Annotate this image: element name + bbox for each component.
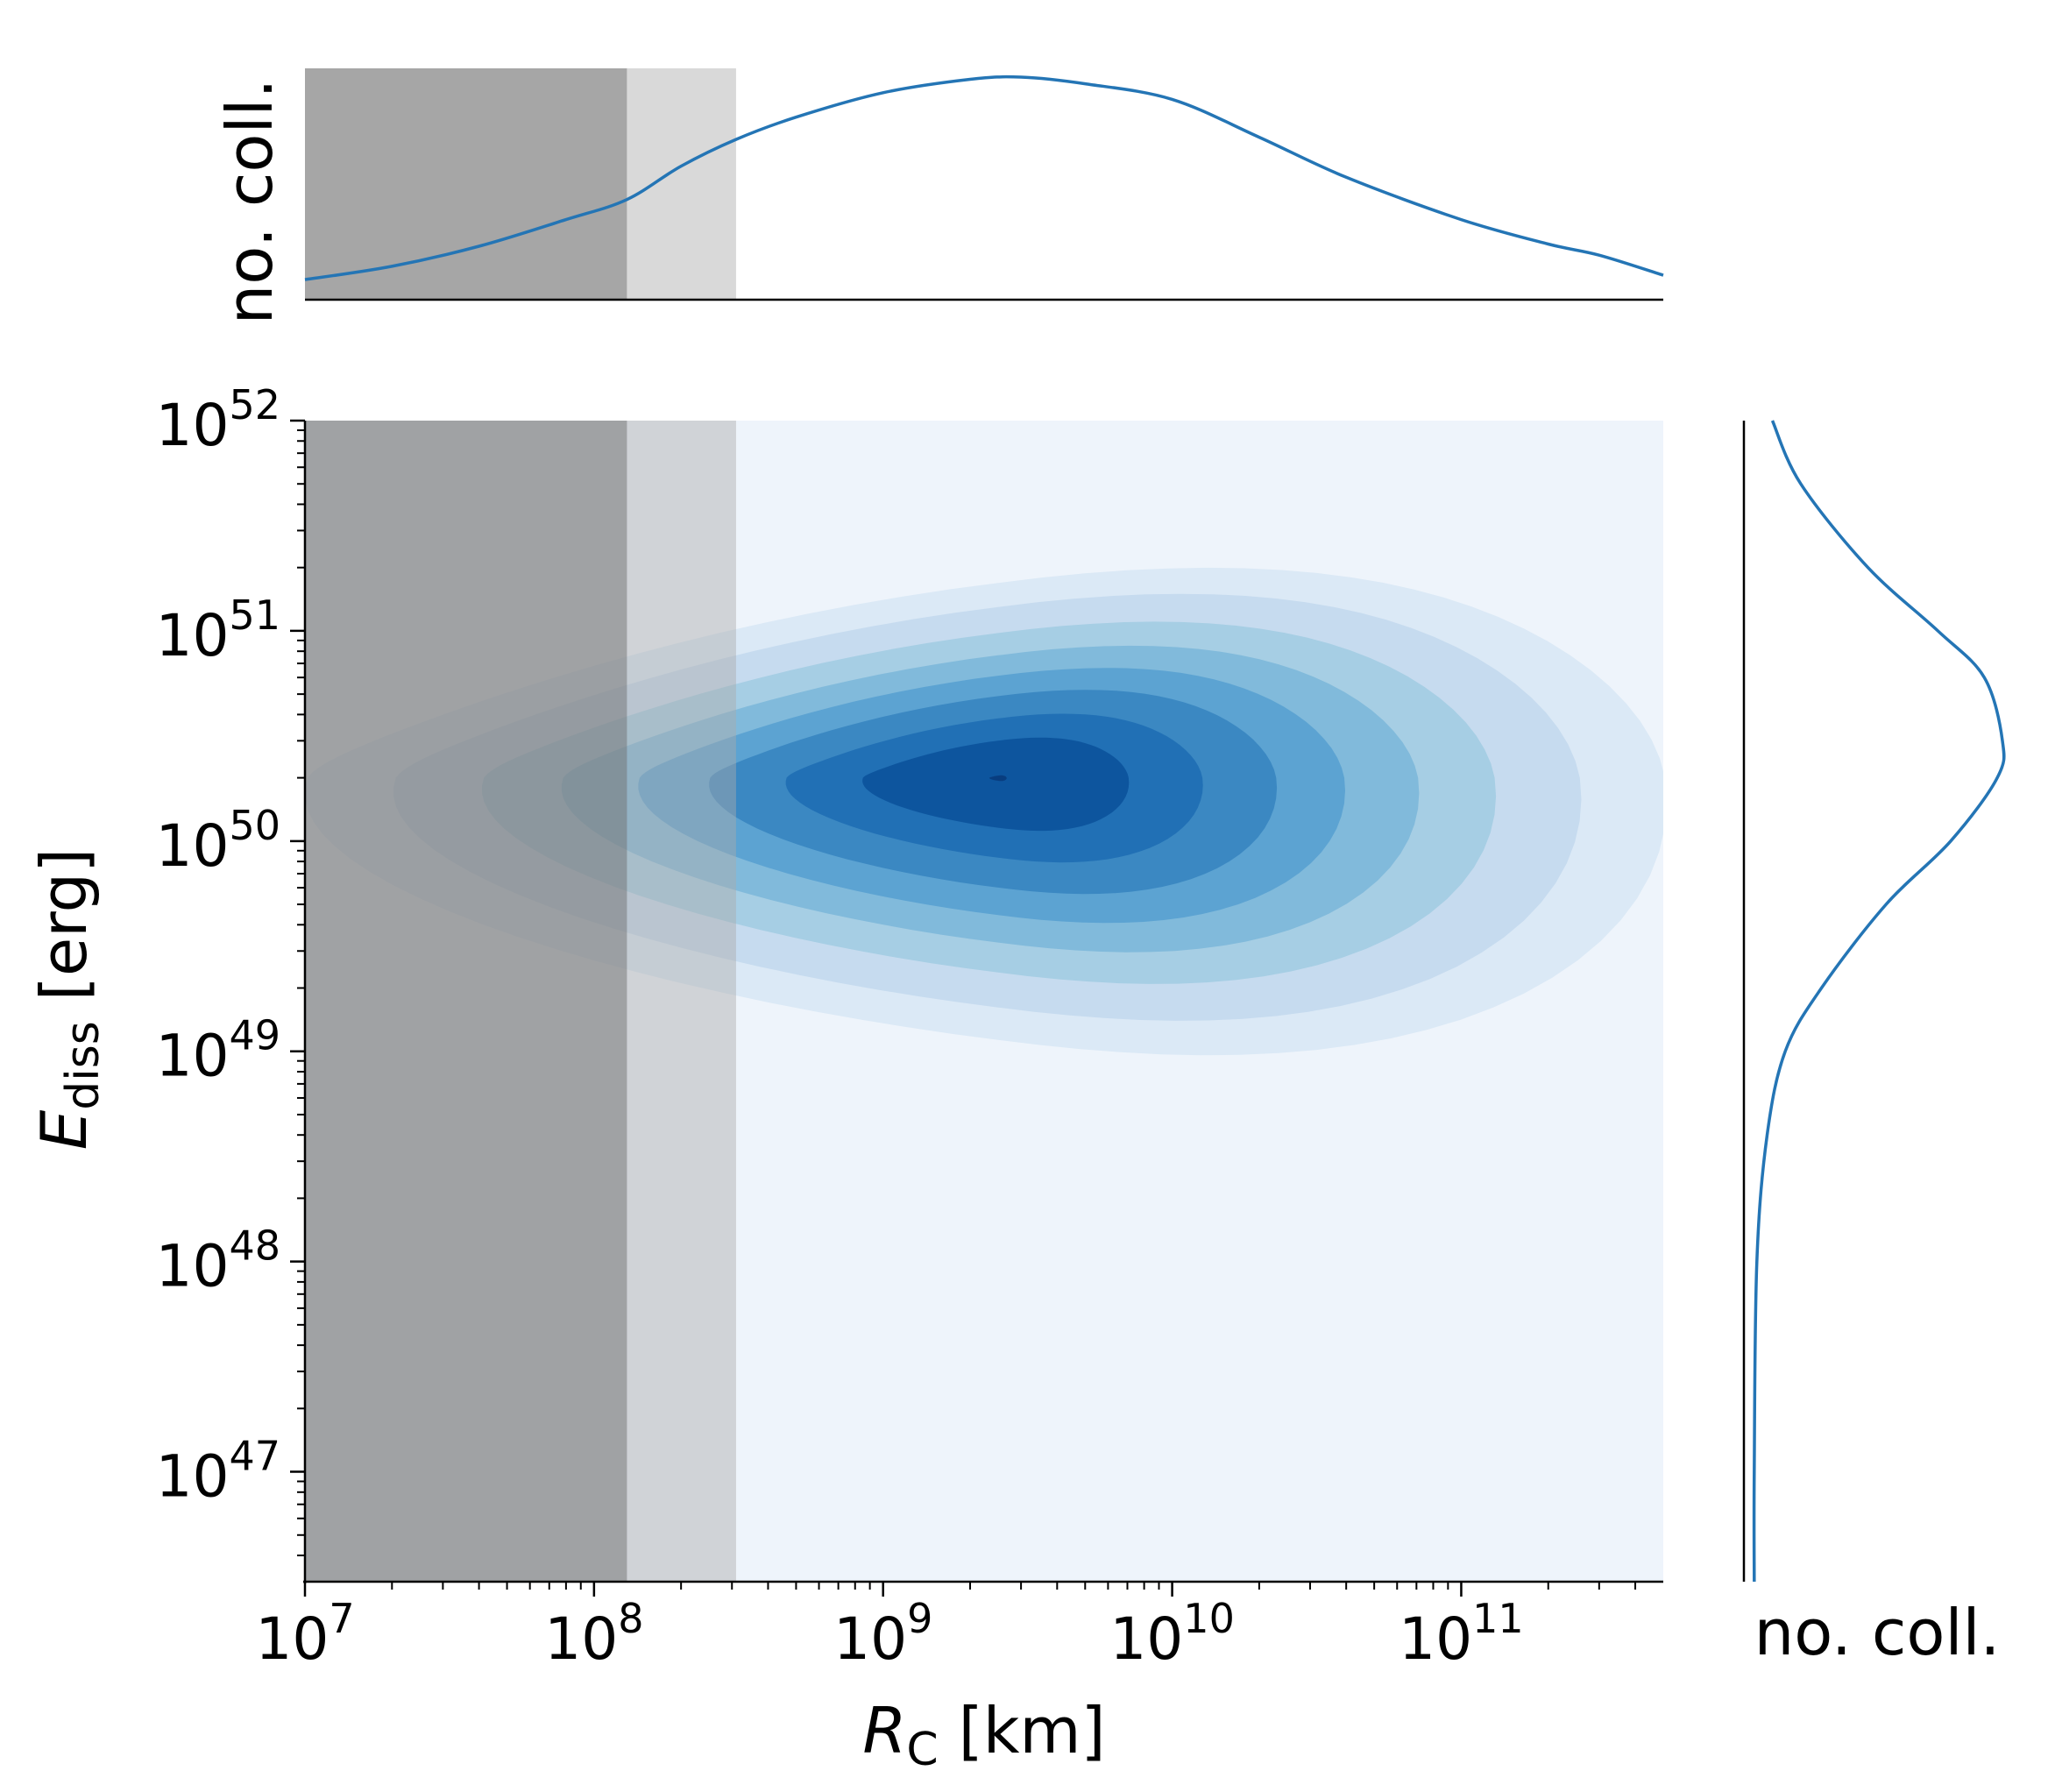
shaded-region-2 [627,421,736,1582]
top-shaded-region-2 [627,68,736,300]
y-tick-label: 1048 [155,1222,280,1300]
x-axis: 107 108 109 1010 1011 [255,1582,1637,1673]
top-marginal-label: no. coll. [213,79,287,325]
top-shaded-region-1 [305,68,627,300]
x-tick-label: 107 [255,1595,354,1673]
x-tick-label: 109 [833,1595,932,1673]
kde-contours [305,567,1663,1056]
y-tick-label: 1052 [155,381,280,459]
right-marginal-kde-line [1752,420,2006,1583]
x-tick-label: 108 [544,1595,643,1673]
main-plot-area: 107 108 109 1010 1011 1047104810491050105110… [27,381,1663,1776]
y-tick-label: 1049 [155,1012,280,1090]
top-marginal-shaded-regions [305,68,736,300]
top-marginal-kde-line [304,74,1664,281]
right-marginal-panel: no. coll. [1742,420,2006,1669]
top-marginal-panel: no. coll. [213,68,1664,325]
x-tick-label: 1010 [1109,1595,1235,1673]
y-tick-label: 1047 [155,1433,280,1511]
kde-contour-level-8 [862,737,1130,832]
kde-contour-level-9 [989,775,1007,782]
shaded-region-1 [305,421,627,1582]
x-tick-label: 1011 [1399,1595,1524,1673]
y-axis: 1047 1048 1049 1050 1051 1052 [155,381,305,1557]
y-axis-label: Ediss [erg] [27,848,110,1151]
x-axis-label: RC [km] [862,1694,1105,1776]
y-tick-label: 1051 [155,591,280,669]
y-tick-label: 1050 [155,802,280,880]
main-shaded-regions [305,421,736,1582]
right-marginal-label: no. coll. [1754,1596,2001,1669]
